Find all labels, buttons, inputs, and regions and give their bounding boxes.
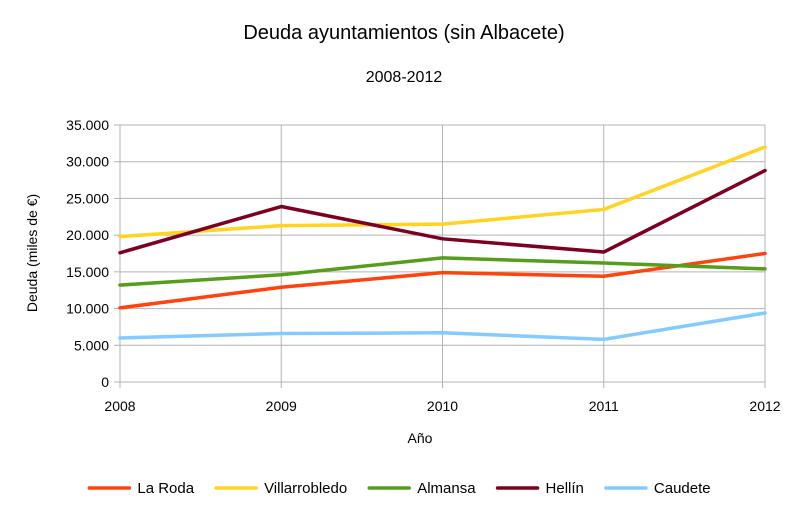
legend-label: Caudete xyxy=(654,480,711,497)
legend-label: La Roda xyxy=(137,480,194,497)
y-tick-label: 5.000 xyxy=(74,337,109,353)
legend-item: Almansa xyxy=(367,480,476,497)
series-lines xyxy=(118,145,767,342)
series-line xyxy=(118,168,767,255)
y-tick-label: 10.000 xyxy=(66,301,109,317)
y-tick-label: 0 xyxy=(101,374,109,390)
y-tick-label: 25.000 xyxy=(66,190,109,206)
x-axis-label: Año xyxy=(408,430,433,446)
legend-item: Villarrobledo xyxy=(214,480,347,497)
series-line xyxy=(118,311,767,342)
series-line xyxy=(118,256,767,287)
legend-label: Hellín xyxy=(546,480,584,497)
y-tick-label: 35.000 xyxy=(66,117,109,133)
legend-label: Villarrobledo xyxy=(264,480,347,497)
legend-item: Caudete xyxy=(604,480,711,497)
x-tick-label: 2009 xyxy=(266,398,297,414)
y-tick-label: 30.000 xyxy=(66,154,109,170)
x-axis-ticks: 2008 2009 2010 2011 2012 xyxy=(104,382,781,414)
chart-title: Deuda ayuntamientos (sin Albacete) xyxy=(243,22,564,44)
legend-label: Almansa xyxy=(417,480,476,497)
chart-subtitle: 2008-2012 xyxy=(366,69,443,86)
x-tick-label: 2011 xyxy=(589,398,619,414)
series-line xyxy=(118,251,767,310)
x-tick-label: 2008 xyxy=(104,398,135,414)
y-axis-label: Deuda (miles de €) xyxy=(24,194,40,312)
x-tick-label: 2010 xyxy=(427,398,458,414)
series-line xyxy=(118,145,767,239)
legend-item: La Roda xyxy=(87,480,195,497)
y-tick-label: 15.000 xyxy=(66,264,109,280)
x-tick-label: 2012 xyxy=(749,398,780,414)
y-axis-ticks: 0 5.000 10.000 15.000 20.000 25.000 30.000 35.0… xyxy=(66,117,120,390)
legend: La Roda Villarrobledo Almansa Hellín Caudete xyxy=(87,480,711,497)
legend-item: Hellín xyxy=(495,480,584,497)
gridlines xyxy=(119,124,766,383)
y-tick-label: 20.000 xyxy=(66,227,109,243)
